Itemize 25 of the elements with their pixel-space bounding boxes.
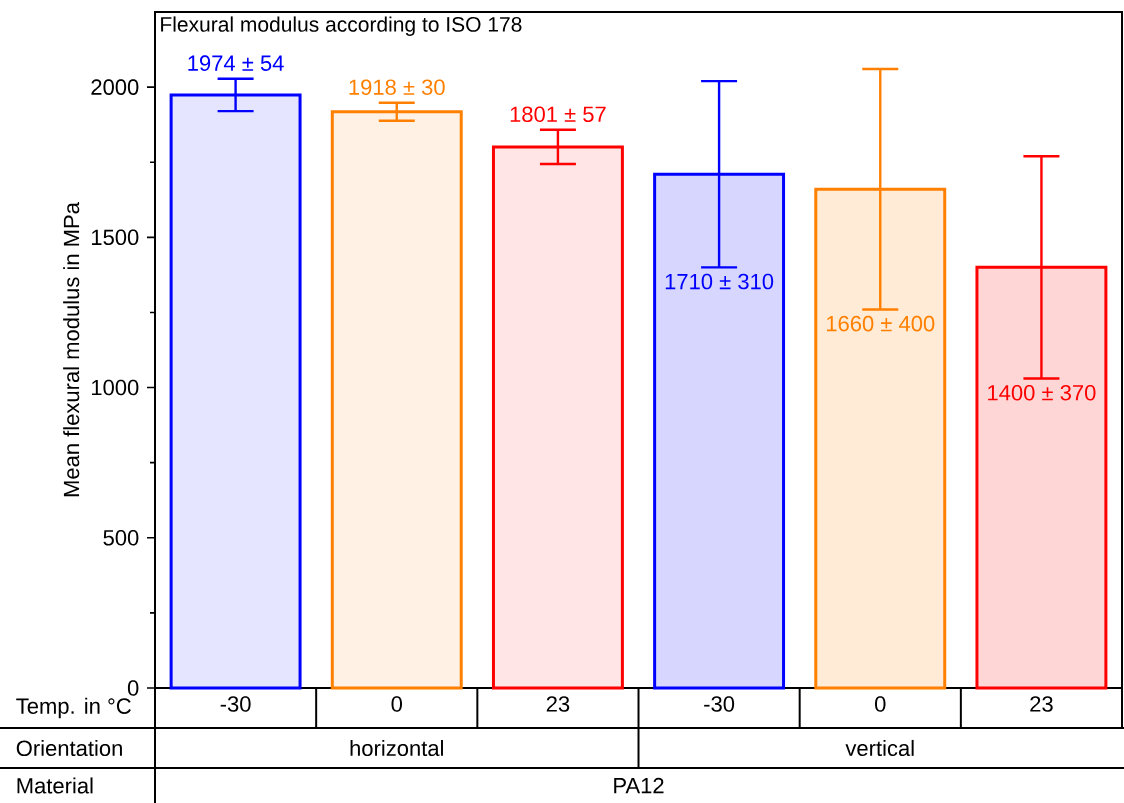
x-tick-label: 23	[546, 696, 570, 712]
y-tick-label: 1000	[92, 379, 139, 396]
chart-title: Flexural modulus according to ISO 178	[161, 16, 522, 36]
data-label: 1400 ± 370	[988, 384, 1096, 401]
data-label: 1660 ± 400	[826, 315, 935, 332]
text: Material	[17, 777, 93, 794]
x-axis-title: Temp. in °C	[16, 697, 131, 719]
x-tick-label: -30	[704, 696, 735, 712]
x-tick-label: 23	[1030, 696, 1053, 712]
text: vertical	[845, 739, 914, 757]
x-tick-label: 0	[875, 696, 886, 712]
data-label: 1710 ± 310	[665, 273, 774, 290]
text: PA12	[614, 777, 664, 794]
text: Orientation	[16, 739, 122, 757]
x-tick-label: -30	[220, 696, 251, 712]
y-tick-label: 500	[103, 529, 139, 546]
data-label: 1918 ± 30	[349, 79, 445, 95]
y-tick-label: 1500	[92, 229, 139, 246]
x-tick-label: 0	[391, 696, 403, 712]
data-label: 1801 ± 57	[510, 106, 606, 123]
text: horizontal	[350, 739, 443, 757]
data-label: 1974 ± 54	[188, 55, 284, 71]
y-tick-label: 2000	[91, 79, 139, 95]
y-tick-label: 0	[127, 680, 139, 696]
y-axis-title: Mean flexural modulus in MPa	[63, 202, 80, 497]
